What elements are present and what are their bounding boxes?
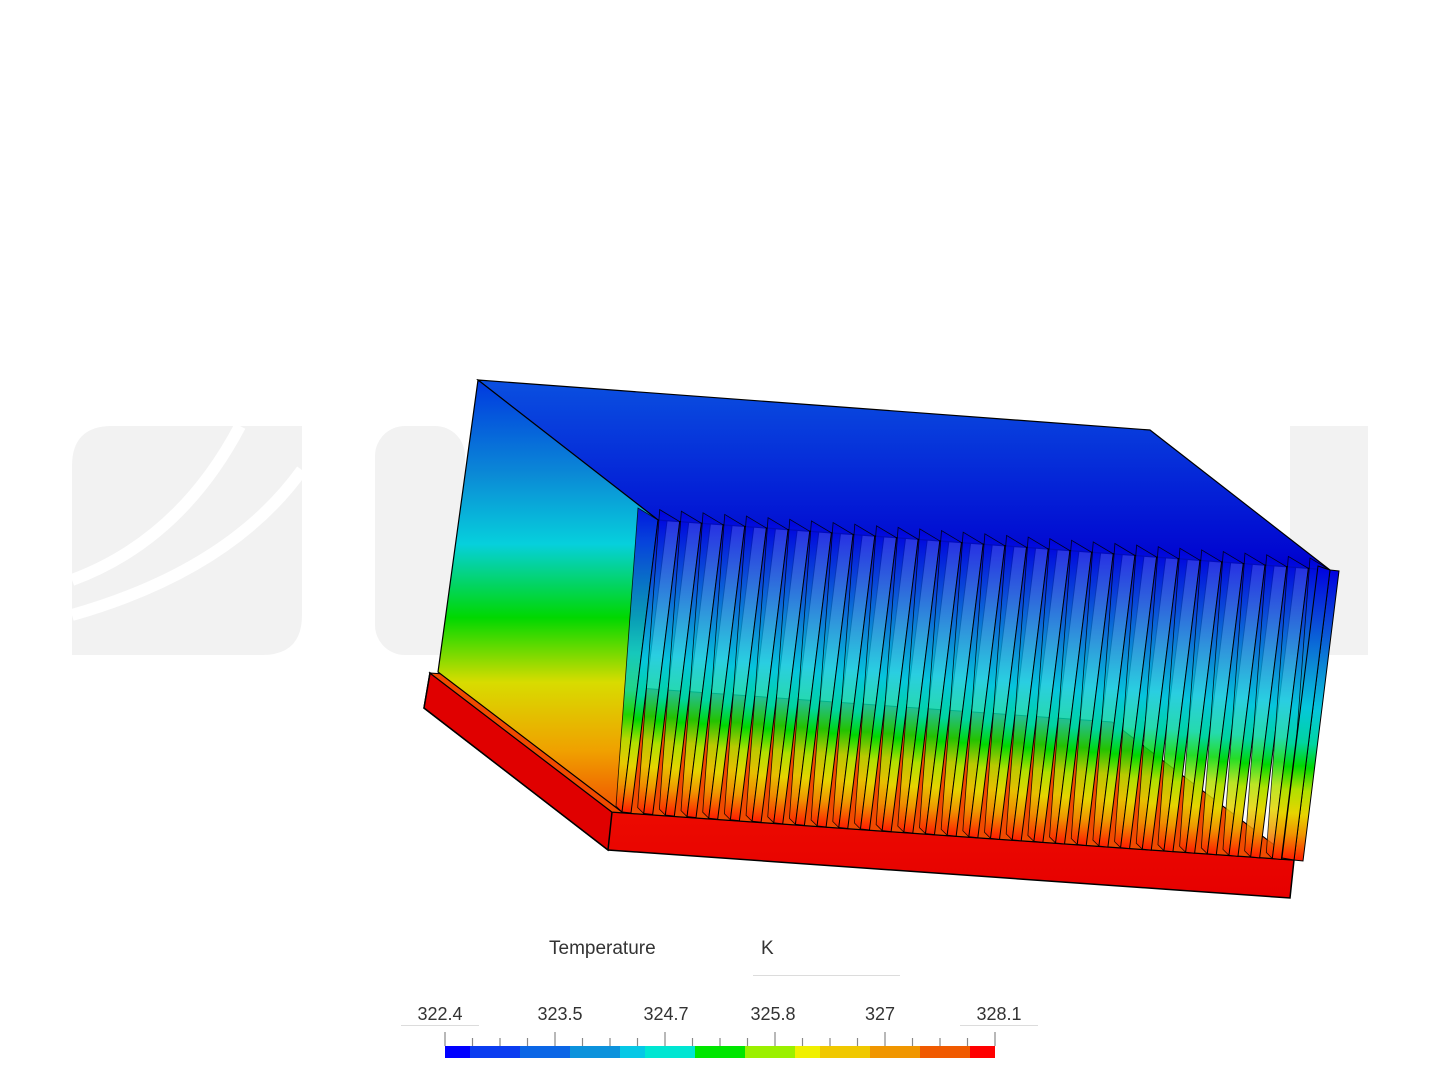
tick-label-1: 323.5 <box>537 1004 583 1024</box>
tick-label-0: 322.4 <box>417 1004 463 1024</box>
heat-sink-fins <box>437 378 1340 862</box>
colorbar-segment <box>820 1046 846 1058</box>
colorbar-segment <box>545 1046 571 1058</box>
colorbar-segment <box>920 1046 946 1058</box>
watermark-logo-icon <box>72 426 302 655</box>
legend-unit: K <box>761 938 774 959</box>
colorbar-segment <box>870 1046 896 1058</box>
colorbar-segment <box>895 1046 921 1058</box>
legend-unit-underline <box>753 975 900 976</box>
colorbar-segment <box>520 1046 546 1058</box>
colorbar-ticks <box>444 1032 996 1046</box>
colorbar-segment <box>445 1046 471 1058</box>
tick-label-5: 328.1 <box>976 1004 1022 1024</box>
colorbar-segment <box>470 1046 496 1058</box>
colorbar-segment <box>645 1046 671 1058</box>
colorbar-segment <box>795 1046 821 1058</box>
colorbar-segment <box>770 1046 796 1058</box>
colorbar-segment <box>620 1046 646 1058</box>
legend-max-underline <box>960 1025 1038 1026</box>
fin-end-face <box>1281 565 1331 861</box>
colorbar-segment <box>845 1046 871 1058</box>
tick-label-2: 324.7 <box>643 1004 689 1024</box>
legend-min-underline <box>401 1025 479 1026</box>
colorbar-segment <box>695 1046 721 1058</box>
colorbar-segment <box>670 1046 696 1058</box>
watermark <box>69 423 1368 655</box>
colorbar-segment <box>570 1046 596 1058</box>
colorbar-segment <box>595 1046 621 1058</box>
temperature-colorbar <box>445 1046 995 1058</box>
tick-label-4: 327 <box>864 1004 896 1024</box>
colorbar-segment <box>970 1046 995 1058</box>
colorbar-segment <box>745 1046 771 1058</box>
colorbar-segment <box>720 1046 746 1058</box>
colorbar-segment <box>495 1046 521 1058</box>
legend-title: Temperature <box>549 938 656 959</box>
tick-label-3: 325.8 <box>750 1004 796 1024</box>
colorbar-segment <box>945 1046 971 1058</box>
